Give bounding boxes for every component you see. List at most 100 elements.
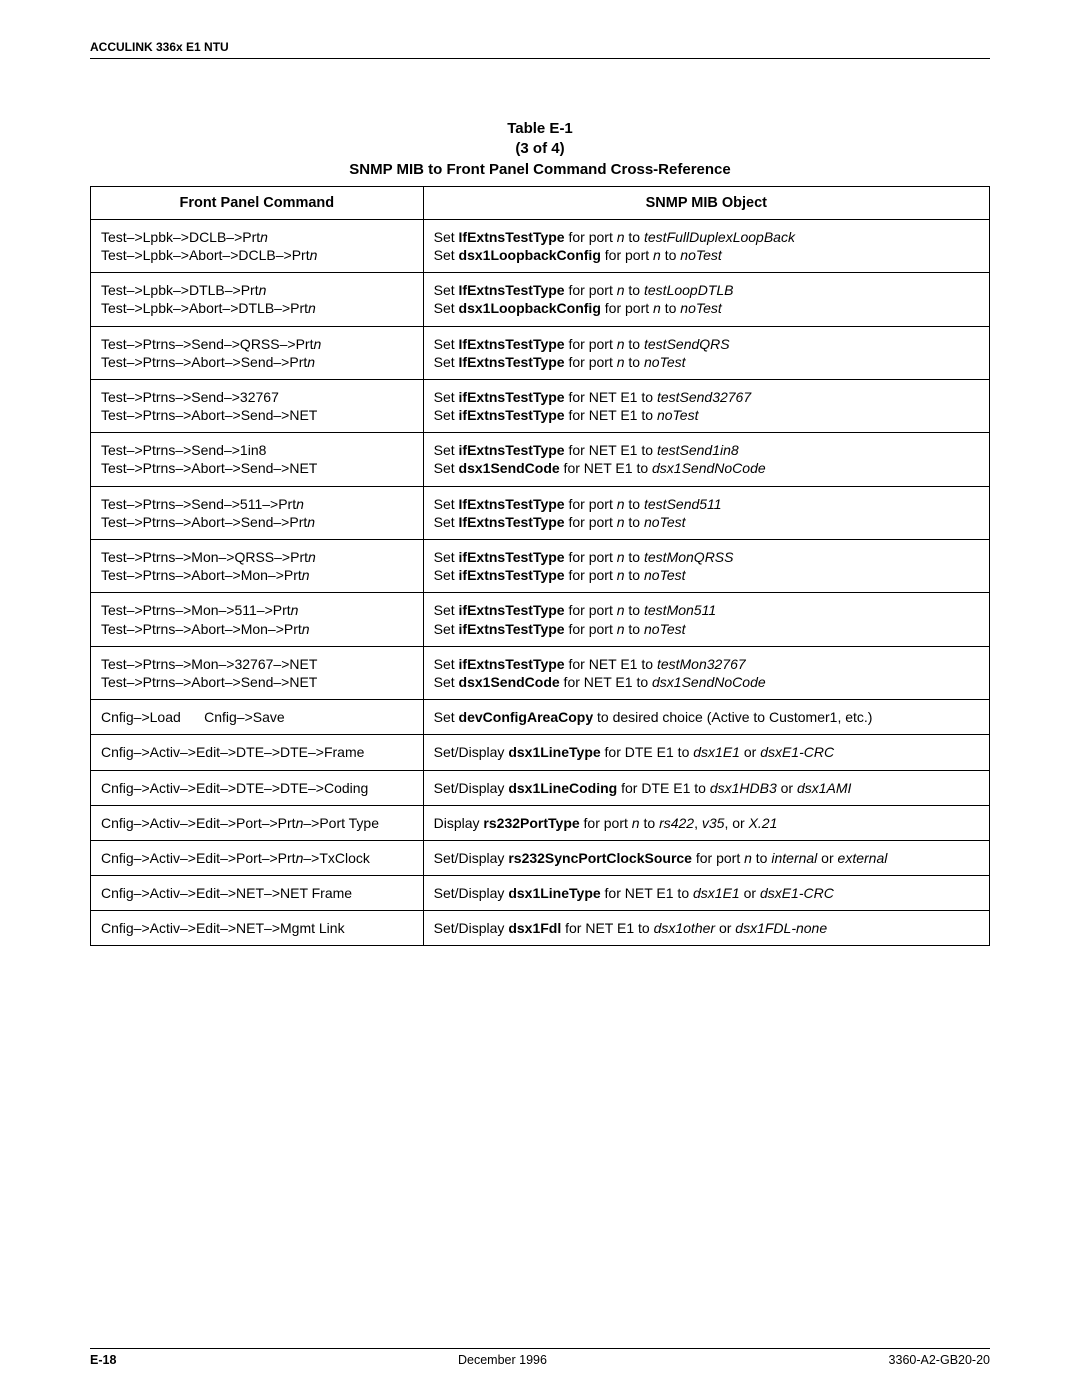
- text-segment: Set/Display: [434, 744, 509, 760]
- text-segment: ifExtnsTestType: [459, 567, 565, 583]
- text-segment: Set/Display: [434, 885, 509, 901]
- text-segment: for port: [565, 514, 617, 530]
- text-segment: dsx1LineCoding: [508, 780, 617, 796]
- text-segment: for NET E1 to: [565, 442, 657, 458]
- text-segment: or: [817, 850, 837, 866]
- text-segment: dsx1LineType: [508, 885, 600, 901]
- cell-object: Set IfExtnsTestType for port n to testSe…: [423, 486, 989, 539]
- text-segment: –>TxClock: [303, 850, 370, 866]
- text-segment: Set: [434, 229, 459, 245]
- text-segment: n: [310, 247, 318, 263]
- text-segment: for port: [565, 567, 617, 583]
- cell-command: Cnfig–>Load Cnfig–>Save: [91, 700, 424, 735]
- text-segment: Cnfig–>Activ–>Edit–>DTE–>DTE–>Coding: [101, 780, 368, 796]
- cell-object: Set ifExtnsTestType for port n to testMo…: [423, 540, 989, 593]
- text-segment: dsx1FDL-none: [735, 920, 827, 936]
- cell-command: Test–>Ptrns–>Mon–>QRSS–>PrtnTest–>Ptrns–…: [91, 540, 424, 593]
- table-row: Cnfig–>Activ–>Edit–>Port–>Prtn–>Port Typ…: [91, 805, 990, 840]
- cell-object: Set IfExtnsTestType for port n to testFu…: [423, 219, 989, 272]
- text-segment: n: [313, 336, 321, 352]
- text-segment: Set: [434, 389, 459, 405]
- text-segment: Test–>Ptrns–>Send–>1in8: [101, 442, 266, 458]
- text-segment: Set: [434, 567, 459, 583]
- text-segment: n: [259, 282, 267, 298]
- text-segment: n: [617, 567, 625, 583]
- text-segment: testMonQRSS: [644, 549, 733, 565]
- text-segment: Set/Display: [434, 850, 509, 866]
- text-segment: , or: [724, 815, 748, 831]
- cell-command: Cnfig–>Activ–>Edit–>Port–>Prtn–>Port Typ…: [91, 805, 424, 840]
- text-segment: Set: [434, 442, 459, 458]
- text-segment: Set: [434, 247, 459, 263]
- cell-command: Cnfig–>Activ–>Edit–>Port–>Prtn–>TxClock: [91, 840, 424, 875]
- text-segment: ifExtnsTestType: [459, 442, 565, 458]
- cell-object: Set/Display dsx1LineCoding for DTE E1 to…: [423, 770, 989, 805]
- text-segment: IfExtnsTestType: [459, 282, 565, 298]
- text-segment: external: [838, 850, 888, 866]
- text-segment: n: [617, 549, 625, 565]
- text-segment: to: [625, 354, 644, 370]
- text-segment: Test–>Ptrns–>Abort–>Send–>Prt: [101, 514, 307, 530]
- cell-object: Set/Display dsx1LineType for DTE E1 to d…: [423, 735, 989, 770]
- text-segment: to: [640, 815, 659, 831]
- text-segment: dsx1SendNoCode: [652, 460, 766, 476]
- cell-command: Test–>Ptrns–>Send–>511–>PrtnTest–>Ptrns–…: [91, 486, 424, 539]
- text-segment: dsx1LoopbackConfig: [459, 247, 601, 263]
- cell-object: Set devConfigAreaCopy to desired choice …: [423, 700, 989, 735]
- cell-command: Test–>Ptrns–>Mon–>32767–>NETTest–>Ptrns–…: [91, 646, 424, 699]
- text-segment: ifExtnsTestType: [459, 621, 565, 637]
- table-header-row: Front Panel Command SNMP MIB Object: [91, 186, 990, 219]
- text-segment: Test–>Ptrns–>Abort–>Send–>NET: [101, 674, 317, 690]
- text-segment: internal: [771, 850, 817, 866]
- text-segment: n: [653, 300, 661, 316]
- text-segment: n: [291, 602, 299, 618]
- text-segment: Cnfig–>Activ–>Edit–>NET–>NET Frame: [101, 885, 352, 901]
- header-title: ACCULINK 336x E1 NTU: [90, 40, 229, 54]
- text-segment: for port: [580, 815, 632, 831]
- text-segment: Test–>Ptrns–>Mon–>QRSS–>Prt: [101, 549, 308, 565]
- text-segment: or: [740, 744, 760, 760]
- cell-object: Set/Display dsx1LineType for NET E1 to d…: [423, 876, 989, 911]
- page-footer: E-18 December 1996 3360-A2-GB20-20: [90, 1348, 990, 1367]
- text-segment: noTest: [644, 514, 686, 530]
- table-row: Cnfig–>Activ–>Edit–>DTE–>DTE–>FrameSet/D…: [91, 735, 990, 770]
- text-segment: testSend1in8: [657, 442, 739, 458]
- text-segment: Test–>Lpbk–>Abort–>DTLB–>Prt: [101, 300, 308, 316]
- text-segment: Set: [434, 496, 459, 512]
- text-segment: Set: [434, 300, 459, 316]
- cell-command: Test–>Ptrns–>Mon–>511–>PrtnTest–>Ptrns–>…: [91, 593, 424, 646]
- text-segment: Set/Display: [434, 920, 509, 936]
- text-segment: devConfigAreaCopy: [459, 709, 594, 725]
- text-segment: to: [625, 496, 644, 512]
- text-segment: for port: [601, 247, 653, 263]
- table-row: Test–>Ptrns–>Send–>1in8Test–>Ptrns–>Abor…: [91, 433, 990, 486]
- text-segment: for NET E1 to: [601, 885, 693, 901]
- caption-line-2: (3 of 4): [90, 139, 990, 159]
- table-row: Test–>Ptrns–>Mon–>511–>PrtnTest–>Ptrns–>…: [91, 593, 990, 646]
- text-segment: to: [625, 229, 644, 245]
- text-segment: for NET E1 to: [560, 674, 652, 690]
- text-segment: for port: [601, 300, 653, 316]
- table-row: Test–>Ptrns–>Mon–>32767–>NETTest–>Ptrns–…: [91, 646, 990, 699]
- text-segment: n: [617, 336, 625, 352]
- table-row: Test–>Lpbk–>DCLB–>PrtnTest–>Lpbk–>Abort–…: [91, 219, 990, 272]
- cell-object: Set ifExtnsTestType for NET E1 to testMo…: [423, 646, 989, 699]
- text-segment: Cnfig–>Activ–>Edit–>Port–>Prt: [101, 815, 296, 831]
- cell-command: Test–>Ptrns–>Send–>1in8Test–>Ptrns–>Abor…: [91, 433, 424, 486]
- text-segment: Test–>Ptrns–>Abort–>Send–>Prt: [101, 354, 307, 370]
- text-segment: n: [632, 815, 640, 831]
- text-segment: dsx1SendCode: [459, 674, 560, 690]
- text-segment: dsx1AMI: [797, 780, 851, 796]
- text-segment: testLoopDTLB: [644, 282, 734, 298]
- cell-command: Test–>Lpbk–>DTLB–>PrtnTest–>Lpbk–>Abort–…: [91, 273, 424, 326]
- text-segment: noTest: [644, 354, 686, 370]
- caption-line-3: SNMP MIB to Front Panel Command Cross-Re…: [90, 160, 990, 180]
- cell-object: Set/Display dsx1Fdl for NET E1 to dsx1ot…: [423, 911, 989, 946]
- text-segment: dsx1LineType: [508, 744, 600, 760]
- text-segment: to: [625, 567, 644, 583]
- text-segment: noTest: [680, 247, 722, 263]
- text-segment: for DTE E1 to: [601, 744, 694, 760]
- text-segment: to desired choice (Active to Customer1, …: [593, 709, 872, 725]
- text-segment: Set: [434, 282, 459, 298]
- text-segment: Cnfig–>Load Cnfig–>Save: [101, 709, 285, 725]
